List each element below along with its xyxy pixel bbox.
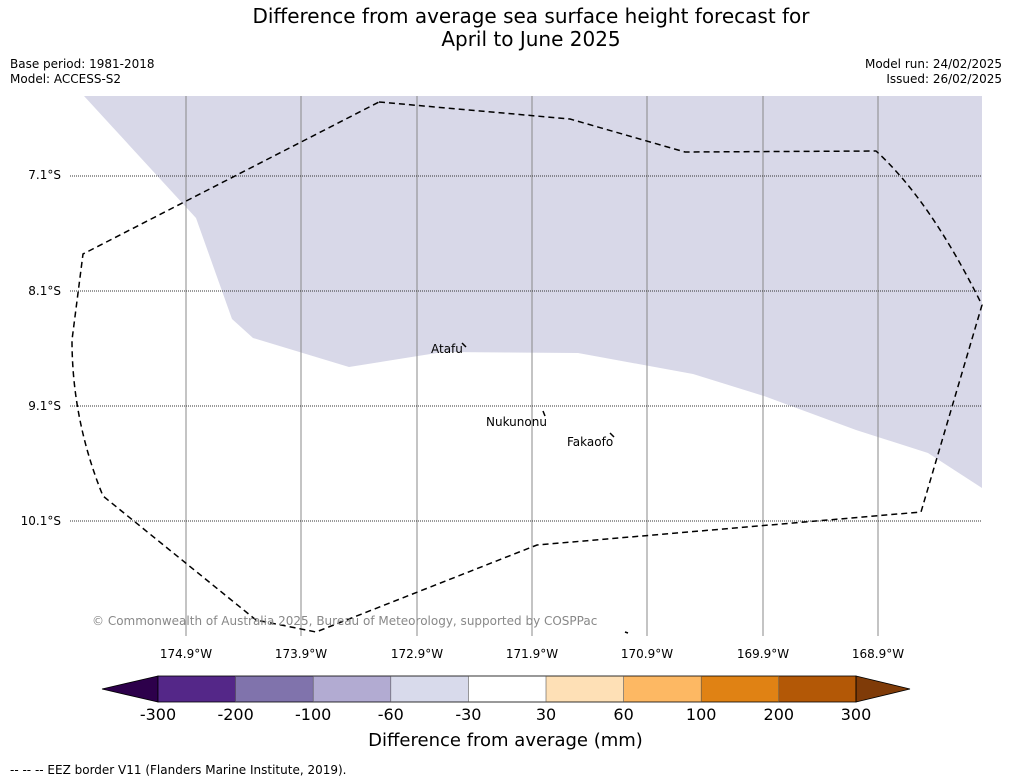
colorbar-frame [157, 675, 857, 703]
shaded-region [84, 96, 982, 488]
lon-label: 171.9°W [505, 647, 559, 661]
title-line-1: Difference from average sea surface heig… [252, 4, 810, 28]
colorbar-tick: -200 [217, 705, 254, 724]
lon-label: 174.9°W [159, 647, 213, 661]
model-name: Model: ACCESS-S2 [10, 72, 122, 86]
place-label-atafu: Atafu [431, 342, 463, 356]
colorbar-segment [546, 676, 624, 702]
longitude-gridlines [185, 96, 879, 636]
colorbar-tick: 100 [685, 705, 717, 724]
meta-left: Base period: 1981-2018 Model: ACCESS-S2 [10, 57, 155, 87]
colorbar-segment [701, 676, 779, 702]
eez-border [71, 101, 983, 633]
eez-legend-note: -- -- -- EEZ border V11 (Flanders Marine… [10, 763, 347, 777]
colorbar-label: Difference from average (mm) [368, 730, 643, 751]
colorbar-segment [623, 676, 702, 702]
lon-label: 173.9°W [274, 647, 328, 661]
colorbar-tick: 200 [763, 705, 795, 724]
lat-label: 8.1°S [28, 284, 61, 298]
colorbar [101, 675, 911, 703]
place-label-nukunonu: Nukunonu [486, 415, 547, 429]
lon-label: 169.9°W [736, 647, 790, 661]
colorbar-segment [158, 676, 236, 702]
base-period: Base period: 1981-2018 [10, 57, 155, 71]
colorbar-segment [313, 676, 391, 702]
colorbar-segment [468, 676, 546, 702]
latitude-gridlines [70, 175, 982, 522]
lon-label: 170.9°W [620, 647, 674, 661]
colorbar-tick: 30 [535, 705, 557, 724]
lat-label: 7.1°S [28, 168, 61, 182]
title-line-2: April to June 2025 [441, 27, 621, 51]
small-island-mark [624, 631, 629, 634]
meta-right: Model run: 24/02/2025 Issued: 26/02/2025 [865, 57, 1002, 87]
chart-title: Difference from average sea surface heig… [0, 5, 1011, 51]
copyright-notice: © Commonwealth of Australia 2025, Bureau… [92, 614, 598, 628]
atoll-fakaofo [609, 432, 615, 438]
colorbar-tick: 60 [613, 705, 634, 724]
lat-label: 10.1°S [20, 514, 61, 528]
lat-label: 9.1°S [28, 399, 61, 413]
colorbar-extend-high [855, 675, 911, 703]
place-label-fakaofo: Fakaofo [567, 435, 614, 449]
model-run: Model run: 24/02/2025 [864, 57, 1002, 71]
lon-label: 172.9°W [390, 647, 444, 661]
lon-label: 168.9°W [851, 647, 905, 661]
colorbar-tick: -30 [455, 705, 482, 724]
colorbar-segment [235, 676, 314, 702]
atoll-nukunonu [542, 410, 546, 417]
colorbar-segment [390, 676, 469, 702]
colorbar-tick: -60 [377, 705, 404, 724]
atoll-atafu [461, 342, 467, 348]
issued-date: Issued: 26/02/2025 [886, 72, 1002, 86]
colorbar-tick: -100 [295, 705, 332, 724]
colorbar-extend-low [101, 675, 159, 703]
colorbar-tick: -300 [139, 705, 177, 724]
colorbar-tick: 300 [840, 705, 872, 724]
colorbar-segment [778, 676, 856, 702]
